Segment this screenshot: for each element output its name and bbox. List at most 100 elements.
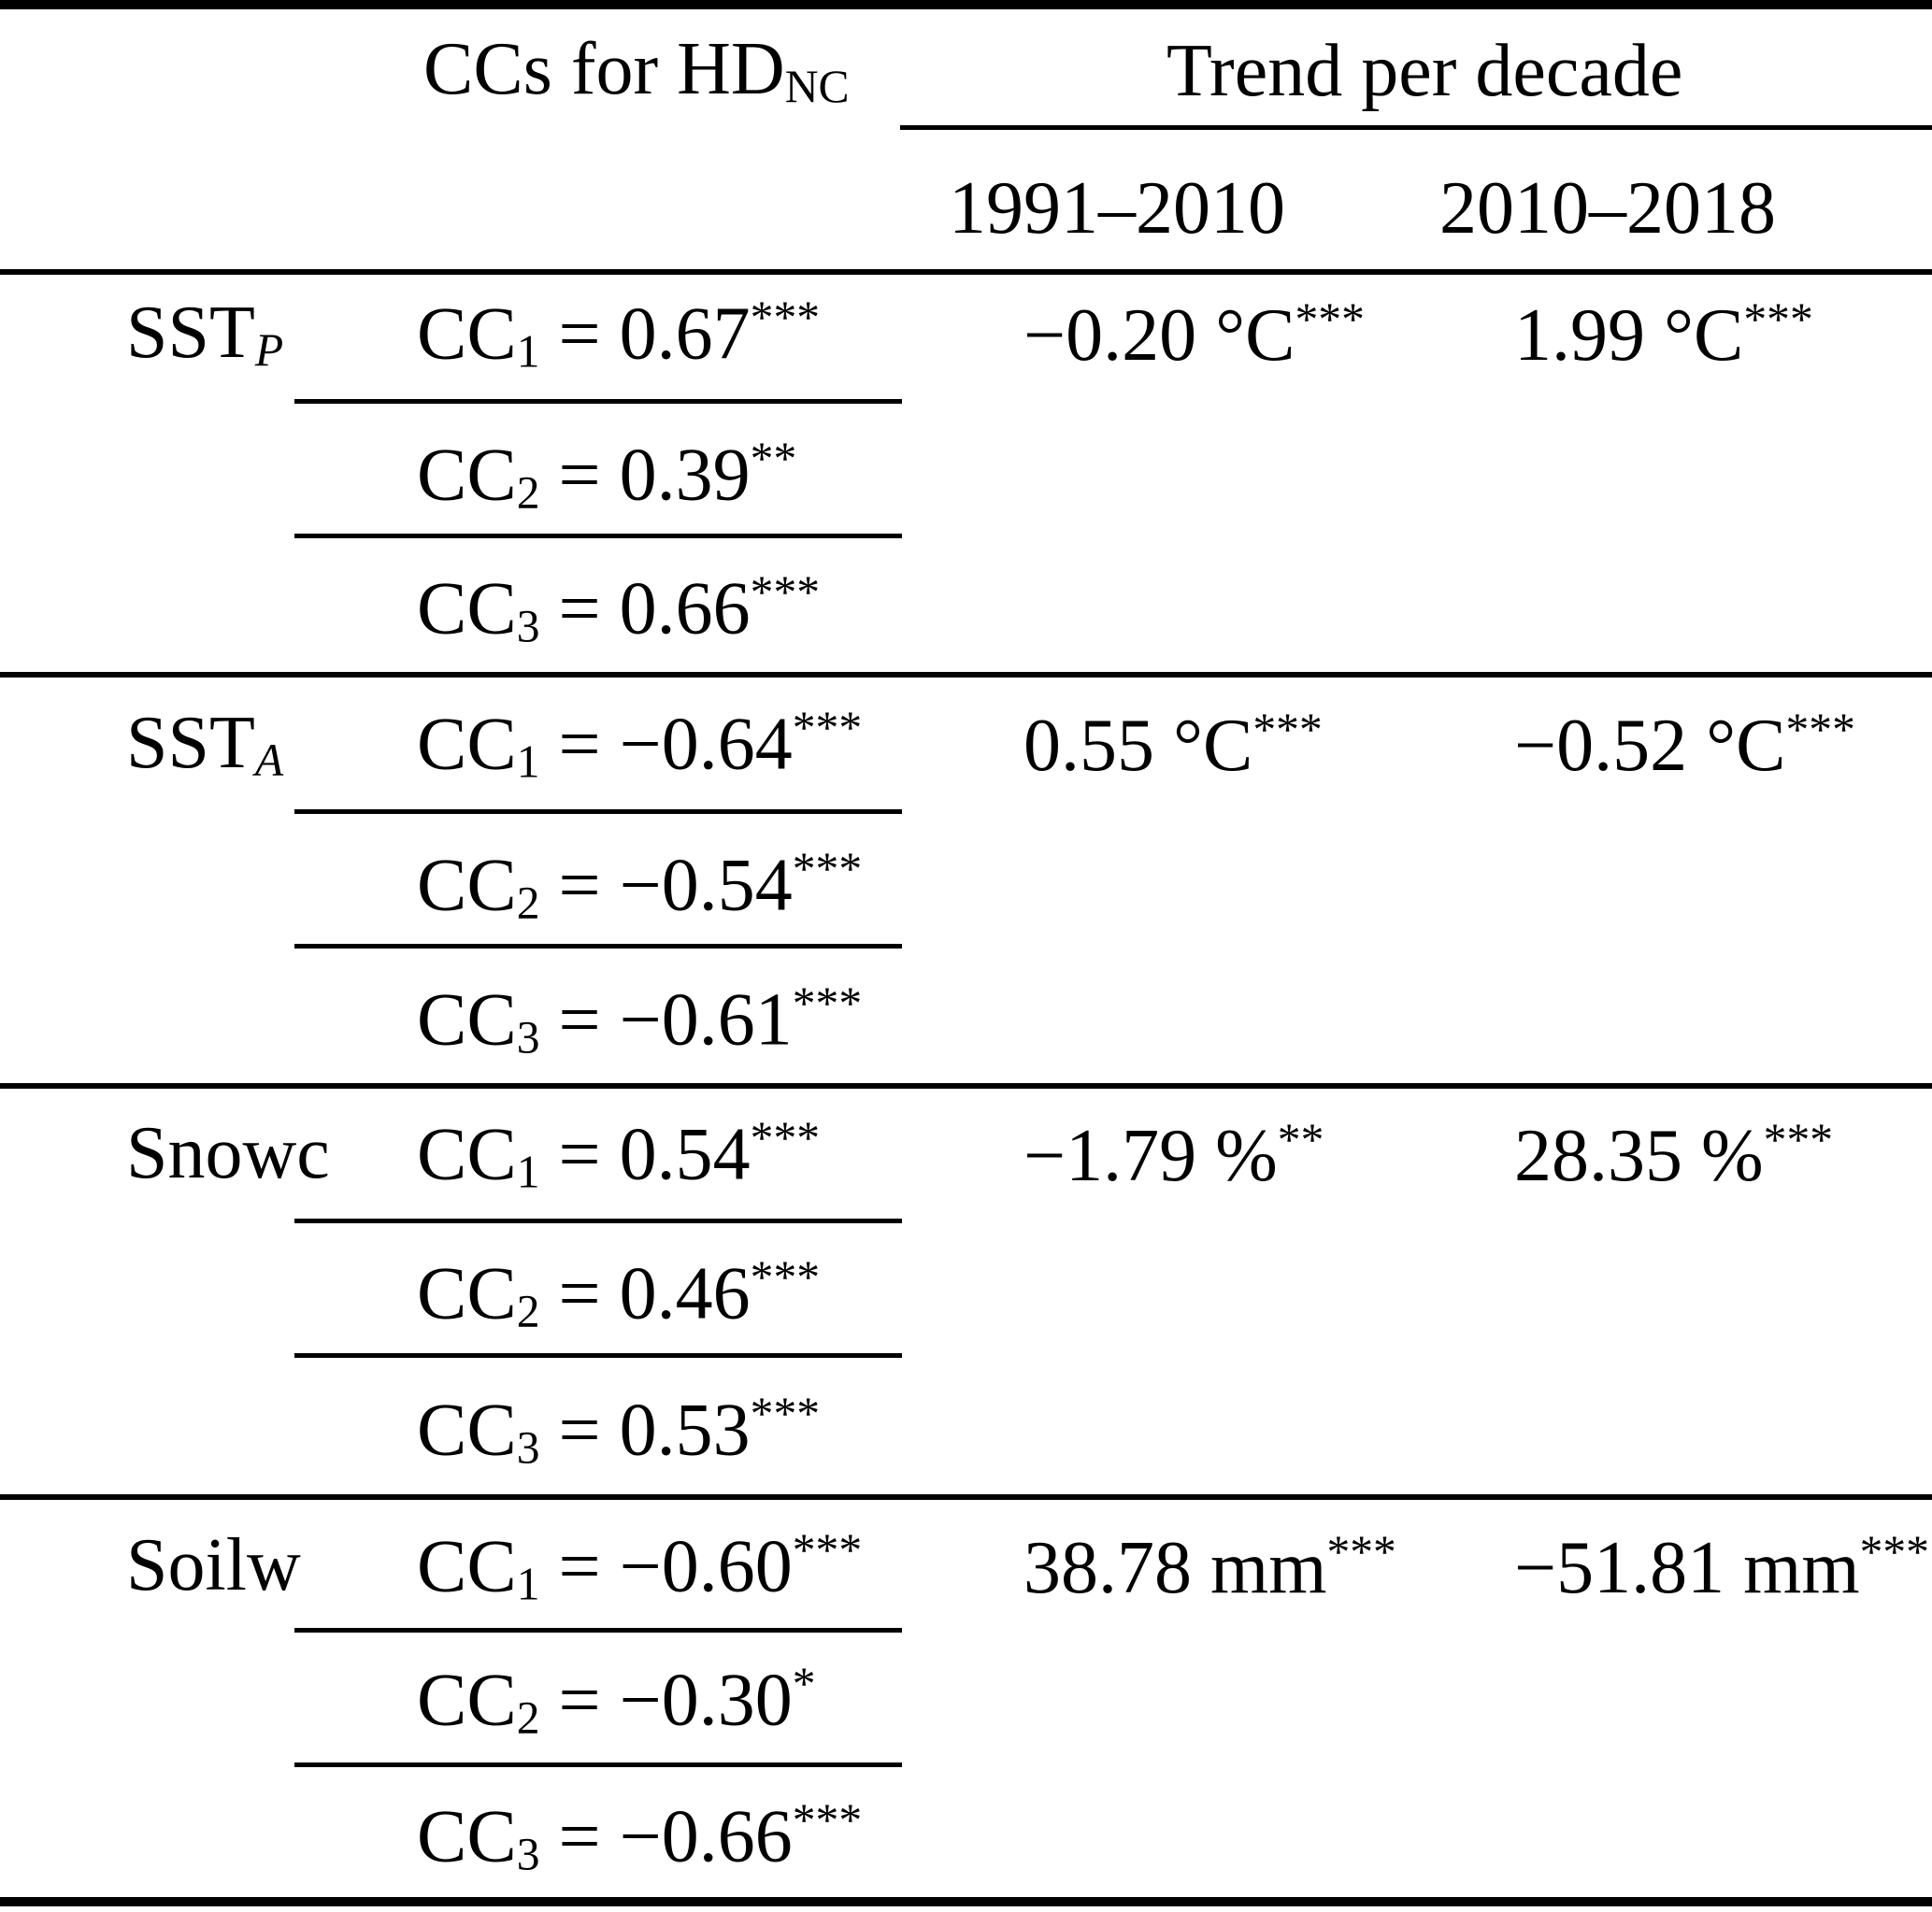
row-label-sst-a: SSTA — [51, 631, 283, 859]
cc-equation: CC1 = 0.67*** — [342, 220, 820, 449]
cc-name: CC — [417, 567, 517, 650]
cc-index: 3 — [516, 1421, 540, 1474]
cc-value: = −0.60 — [539, 1525, 793, 1608]
trend-number: −1.79 % — [1023, 1115, 1278, 1198]
cc-name: CC — [417, 434, 517, 517]
trend-number: 0.55 °C — [1023, 705, 1253, 788]
cc-name: CC — [417, 1659, 517, 1742]
cc-index: 1 — [516, 1558, 540, 1610]
cc-name: CC — [417, 1795, 517, 1878]
cc-equation: CC2 = −0.30* — [342, 1586, 816, 1816]
cc-value: = 0.39 — [539, 434, 751, 517]
cc-equation: CC1 = −0.64*** — [342, 630, 862, 860]
table-bottom-rule — [0, 1897, 1932, 1906]
cc-name: CC — [417, 1113, 517, 1196]
cc-value: = −0.30 — [539, 1659, 793, 1742]
trend-value-2010-2018: −51.81 mm*** — [1439, 1454, 1929, 1680]
significance-stars: ** — [1277, 1113, 1324, 1165]
significance-stars: *** — [1763, 1113, 1834, 1165]
trend-value-2010-2018: 1.99 °C*** — [1439, 221, 1813, 448]
block-divider-rule — [0, 1494, 1932, 1500]
significance-stars: ** — [750, 433, 797, 485]
trend-value-1991-2010: −0.20 °C*** — [949, 221, 1365, 448]
trend-value-1991-2010: 0.55 °C*** — [949, 632, 1323, 858]
significance-stars: *** — [792, 1524, 863, 1577]
trend-number: −0.20 °C — [1023, 294, 1295, 378]
significance-stars: *** — [1743, 293, 1813, 345]
significance-stars: *** — [1295, 293, 1365, 345]
cc-divider-rule — [294, 809, 902, 814]
cc-name: CC — [417, 1389, 517, 1472]
cc-value: = 0.66 — [539, 567, 751, 650]
cc-divider-rule — [294, 399, 902, 404]
significance-stars: *** — [792, 977, 863, 1030]
trend-number: 38.78 mm — [1023, 1527, 1327, 1610]
row-label-text: SST — [126, 702, 255, 785]
row-label-sst-p: SSTP — [51, 221, 283, 449]
trend-number: −51.81 mm — [1514, 1527, 1860, 1610]
cc-divider-rule — [294, 534, 902, 538]
cc-index: 3 — [516, 600, 540, 652]
trend-span-rule — [900, 125, 1932, 130]
row-label-subscript: P — [254, 324, 284, 377]
significance-stars: *** — [792, 702, 863, 754]
row-label-subscript: A — [254, 735, 284, 787]
trend-value-2010-2018: 28.35 %*** — [1439, 1042, 1833, 1268]
trend-number: −0.52 °C — [1514, 705, 1786, 788]
block-divider-rule — [0, 1083, 1932, 1089]
trend-number: 28.35 % — [1514, 1115, 1764, 1198]
cc-equation: CC2 = 0.39** — [342, 361, 796, 591]
table-top-rule — [0, 0, 1932, 9]
cc-index: 2 — [516, 877, 540, 929]
cc-index: 2 — [516, 1285, 540, 1337]
cc-name: CC — [417, 703, 517, 786]
cc-equation: CC3 = 0.53*** — [342, 1316, 820, 1546]
significance-stars: *** — [750, 1388, 821, 1440]
cc-name: CC — [417, 978, 517, 1062]
significance-stars: *** — [750, 566, 821, 619]
significance-stars: *** — [792, 1794, 863, 1847]
header-bottom-rule — [0, 269, 1932, 275]
trend-value-1991-2010: 38.78 mm*** — [949, 1454, 1396, 1680]
significance-stars: *** — [1252, 703, 1323, 755]
cc-divider-rule — [294, 1219, 902, 1223]
cc-index: 3 — [516, 1828, 540, 1880]
cc-equation: CC2 = 0.46*** — [342, 1179, 820, 1409]
significance-stars: *** — [792, 843, 863, 895]
cc-value: = 0.54 — [539, 1113, 751, 1196]
row-label-text: Soilw — [126, 1524, 301, 1607]
cc-name: CC — [417, 1252, 517, 1335]
cc-equation: CC3 = −0.66*** — [342, 1722, 862, 1912]
significance-stars: *** — [1326, 1525, 1396, 1577]
cc-name: CC — [417, 1525, 517, 1608]
cc-divider-rule — [294, 1353, 902, 1358]
cc-value: = −0.64 — [539, 703, 793, 786]
trend-value-1991-2010: −1.79 %** — [949, 1042, 1324, 1268]
header-period-1991-2010: 1991–2010 — [949, 167, 1285, 250]
header-cc-subscript: NC — [784, 61, 850, 113]
cc-value: = −0.54 — [539, 844, 793, 927]
row-label-text: SST — [126, 292, 255, 375]
trend-value-2010-2018: −0.52 °C*** — [1439, 632, 1855, 858]
cc-index: 1 — [516, 325, 540, 378]
row-label-snowc: Snowc — [51, 1041, 330, 1269]
header-trend-column: Trend per decade — [1166, 30, 1683, 112]
cc-equation: CC1 = −0.60*** — [342, 1452, 862, 1682]
cc-value: = 0.46 — [539, 1252, 751, 1335]
cc-value: = 0.67 — [539, 293, 751, 376]
significance-stars: *** — [1859, 1525, 1929, 1577]
cc-equation: CC1 = 0.54*** — [342, 1040, 820, 1270]
cc-value: = 0.53 — [539, 1389, 751, 1472]
cc-name: CC — [417, 293, 517, 376]
cc-equation: CC3 = 0.66*** — [342, 494, 820, 724]
cc-value: = −0.61 — [539, 978, 793, 1062]
significance-stars: *** — [750, 292, 821, 344]
block-divider-rule — [0, 672, 1932, 678]
cc-divider-rule — [294, 944, 902, 949]
trend-number: 1.99 °C — [1514, 294, 1744, 378]
significance-stars: *** — [750, 1112, 821, 1164]
cc-index: 1 — [516, 735, 540, 788]
significance-stars: *** — [750, 1251, 821, 1304]
significance-stars: *** — [1785, 703, 1855, 755]
